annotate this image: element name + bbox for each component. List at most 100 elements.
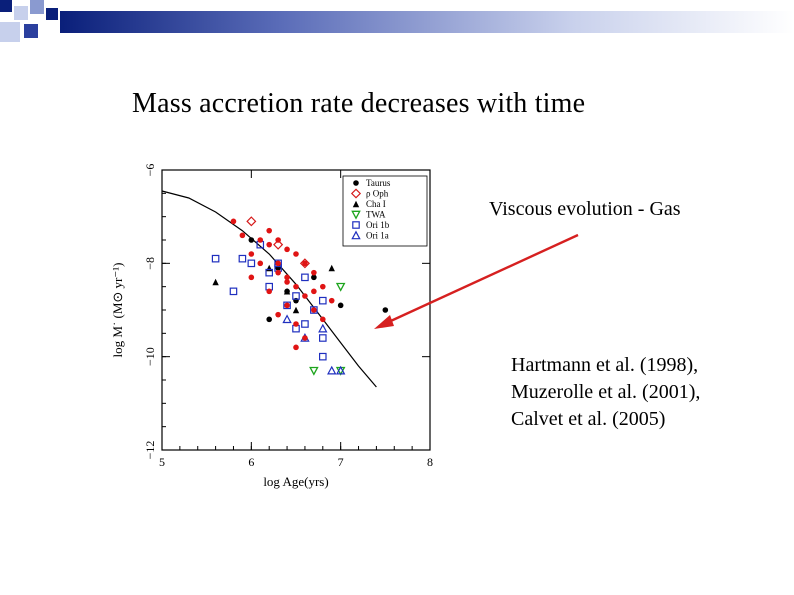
data-point [318,323,328,333]
data-point [266,264,273,272]
legend-label: ρ Oph [366,189,389,199]
data-point [284,279,290,285]
data-point [301,273,309,282]
data-point [292,306,300,314]
data-point [311,274,317,281]
data-point [257,260,264,267]
data-points [211,216,389,376]
data-point [275,260,281,267]
data-point [282,314,292,324]
legend-label: Ori 1b [366,220,390,230]
data-point [320,316,326,323]
data-point [239,232,246,239]
legend-marker [353,180,359,186]
data-point [211,254,220,263]
data-point [230,218,237,225]
y-tick-label: −6 [143,164,157,177]
data-point [266,316,272,323]
legend-label: Ori 1a [366,231,389,241]
data-point [275,311,281,318]
data-point [246,216,257,227]
pointer-arrow [374,233,579,329]
deco-square [14,6,28,20]
annotation-text: Viscous evolution - Gas [489,198,681,220]
x-axis-label: log Age(yrs) [263,474,328,489]
model-curve-line [161,190,377,388]
data-point [327,365,337,375]
data-point [284,302,290,309]
data-point [283,288,291,295]
legend-marker [351,210,361,220]
data-point [283,301,291,310]
axis-ticks: 5 6 7 8 −6 −8 −10 −12 [143,164,433,469]
data-point [337,302,344,309]
references: Hartmann et al. (1998), Muzerolle et al.… [511,352,700,433]
data-point [273,239,284,250]
data-point [328,264,335,272]
x-tick-label: 5 [159,455,165,469]
data-point [320,283,326,290]
data-point [311,307,317,313]
data-point [248,237,255,243]
deco-square [24,24,38,38]
x-tick-label: 7 [338,455,344,469]
reference-line: Calvet et al. (2005) [511,408,666,430]
data-point [382,307,389,313]
y-tick-label: −8 [143,257,157,270]
data-point [293,321,299,327]
y-tick-label: −10 [143,347,157,366]
reference-line: Muzerolle et al. (2001), [511,381,701,403]
model-curve [161,190,377,388]
data-point [311,288,317,295]
data-point [266,241,272,248]
data-point [275,269,281,276]
data-point [284,246,290,253]
data-point [293,344,299,351]
data-point [302,335,308,341]
y-axis-label: log M˙ (M⊙ yr⁻¹) [110,263,125,358]
data-point [335,282,346,292]
data-point [248,274,255,281]
deco-square [0,22,20,42]
deco-square [46,8,58,20]
data-point [299,258,310,269]
data-point [319,296,327,305]
data-point [335,365,346,375]
data-point [309,366,319,376]
data-point [311,269,317,276]
data-point [238,254,247,263]
data-point [328,297,335,304]
data-point [284,274,290,281]
data-point [229,287,238,296]
header-gradient-bar [60,11,794,33]
data-point [293,251,299,257]
data-point [310,306,318,314]
data-point [274,259,282,268]
legend-label: Cha I [366,199,386,209]
legend-label: TWA [366,210,386,220]
data-point [248,251,255,257]
legend-marker [351,230,361,240]
data-point [302,260,308,267]
data-point [301,320,309,328]
data-point [302,293,308,299]
data-point [275,237,281,243]
deco-square [0,0,12,12]
data-point [292,292,300,300]
data-point [266,288,272,295]
legend-marker [352,200,360,208]
data-point [319,352,327,361]
y-tick-label: −12 [143,441,157,460]
data-point [247,259,256,268]
reference-line: Hartmann et al. (1998), [511,354,699,376]
slide-title: Mass accretion rate decreases with time [132,88,586,119]
legend-marker [352,221,360,229]
data-point [257,237,264,243]
data-point [265,268,274,277]
deco-square [30,0,44,14]
legend-label: Taurus [366,178,391,188]
data-point [212,278,219,286]
data-point [319,334,327,342]
